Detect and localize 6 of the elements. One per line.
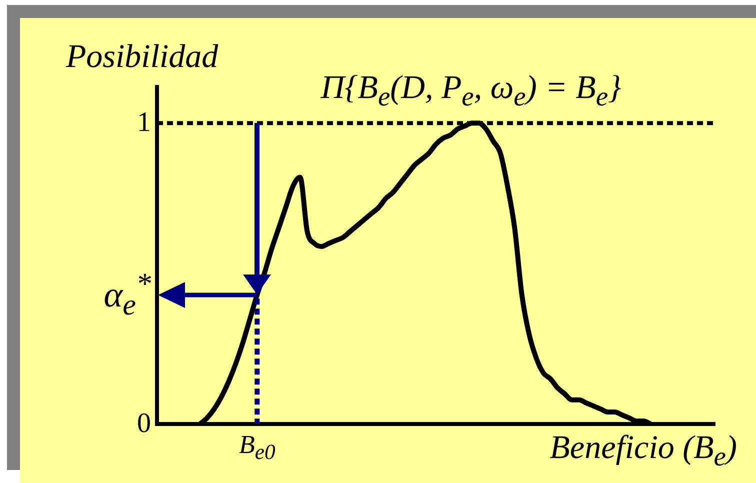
y-tick-label: 1 xyxy=(137,107,151,138)
x-axis-title: Beneficio (B$_{e}$) xyxy=(550,430,737,472)
y-tick-label: 0 xyxy=(137,408,151,439)
x-tick-label: B$_{e0}$ xyxy=(238,430,276,464)
chart-title: Π{B$_{e}$(D, P$_{e}$, ω$_{e}$) = B$_{e}$} xyxy=(320,70,622,112)
y-axis-title: Posibilidad xyxy=(66,39,218,75)
